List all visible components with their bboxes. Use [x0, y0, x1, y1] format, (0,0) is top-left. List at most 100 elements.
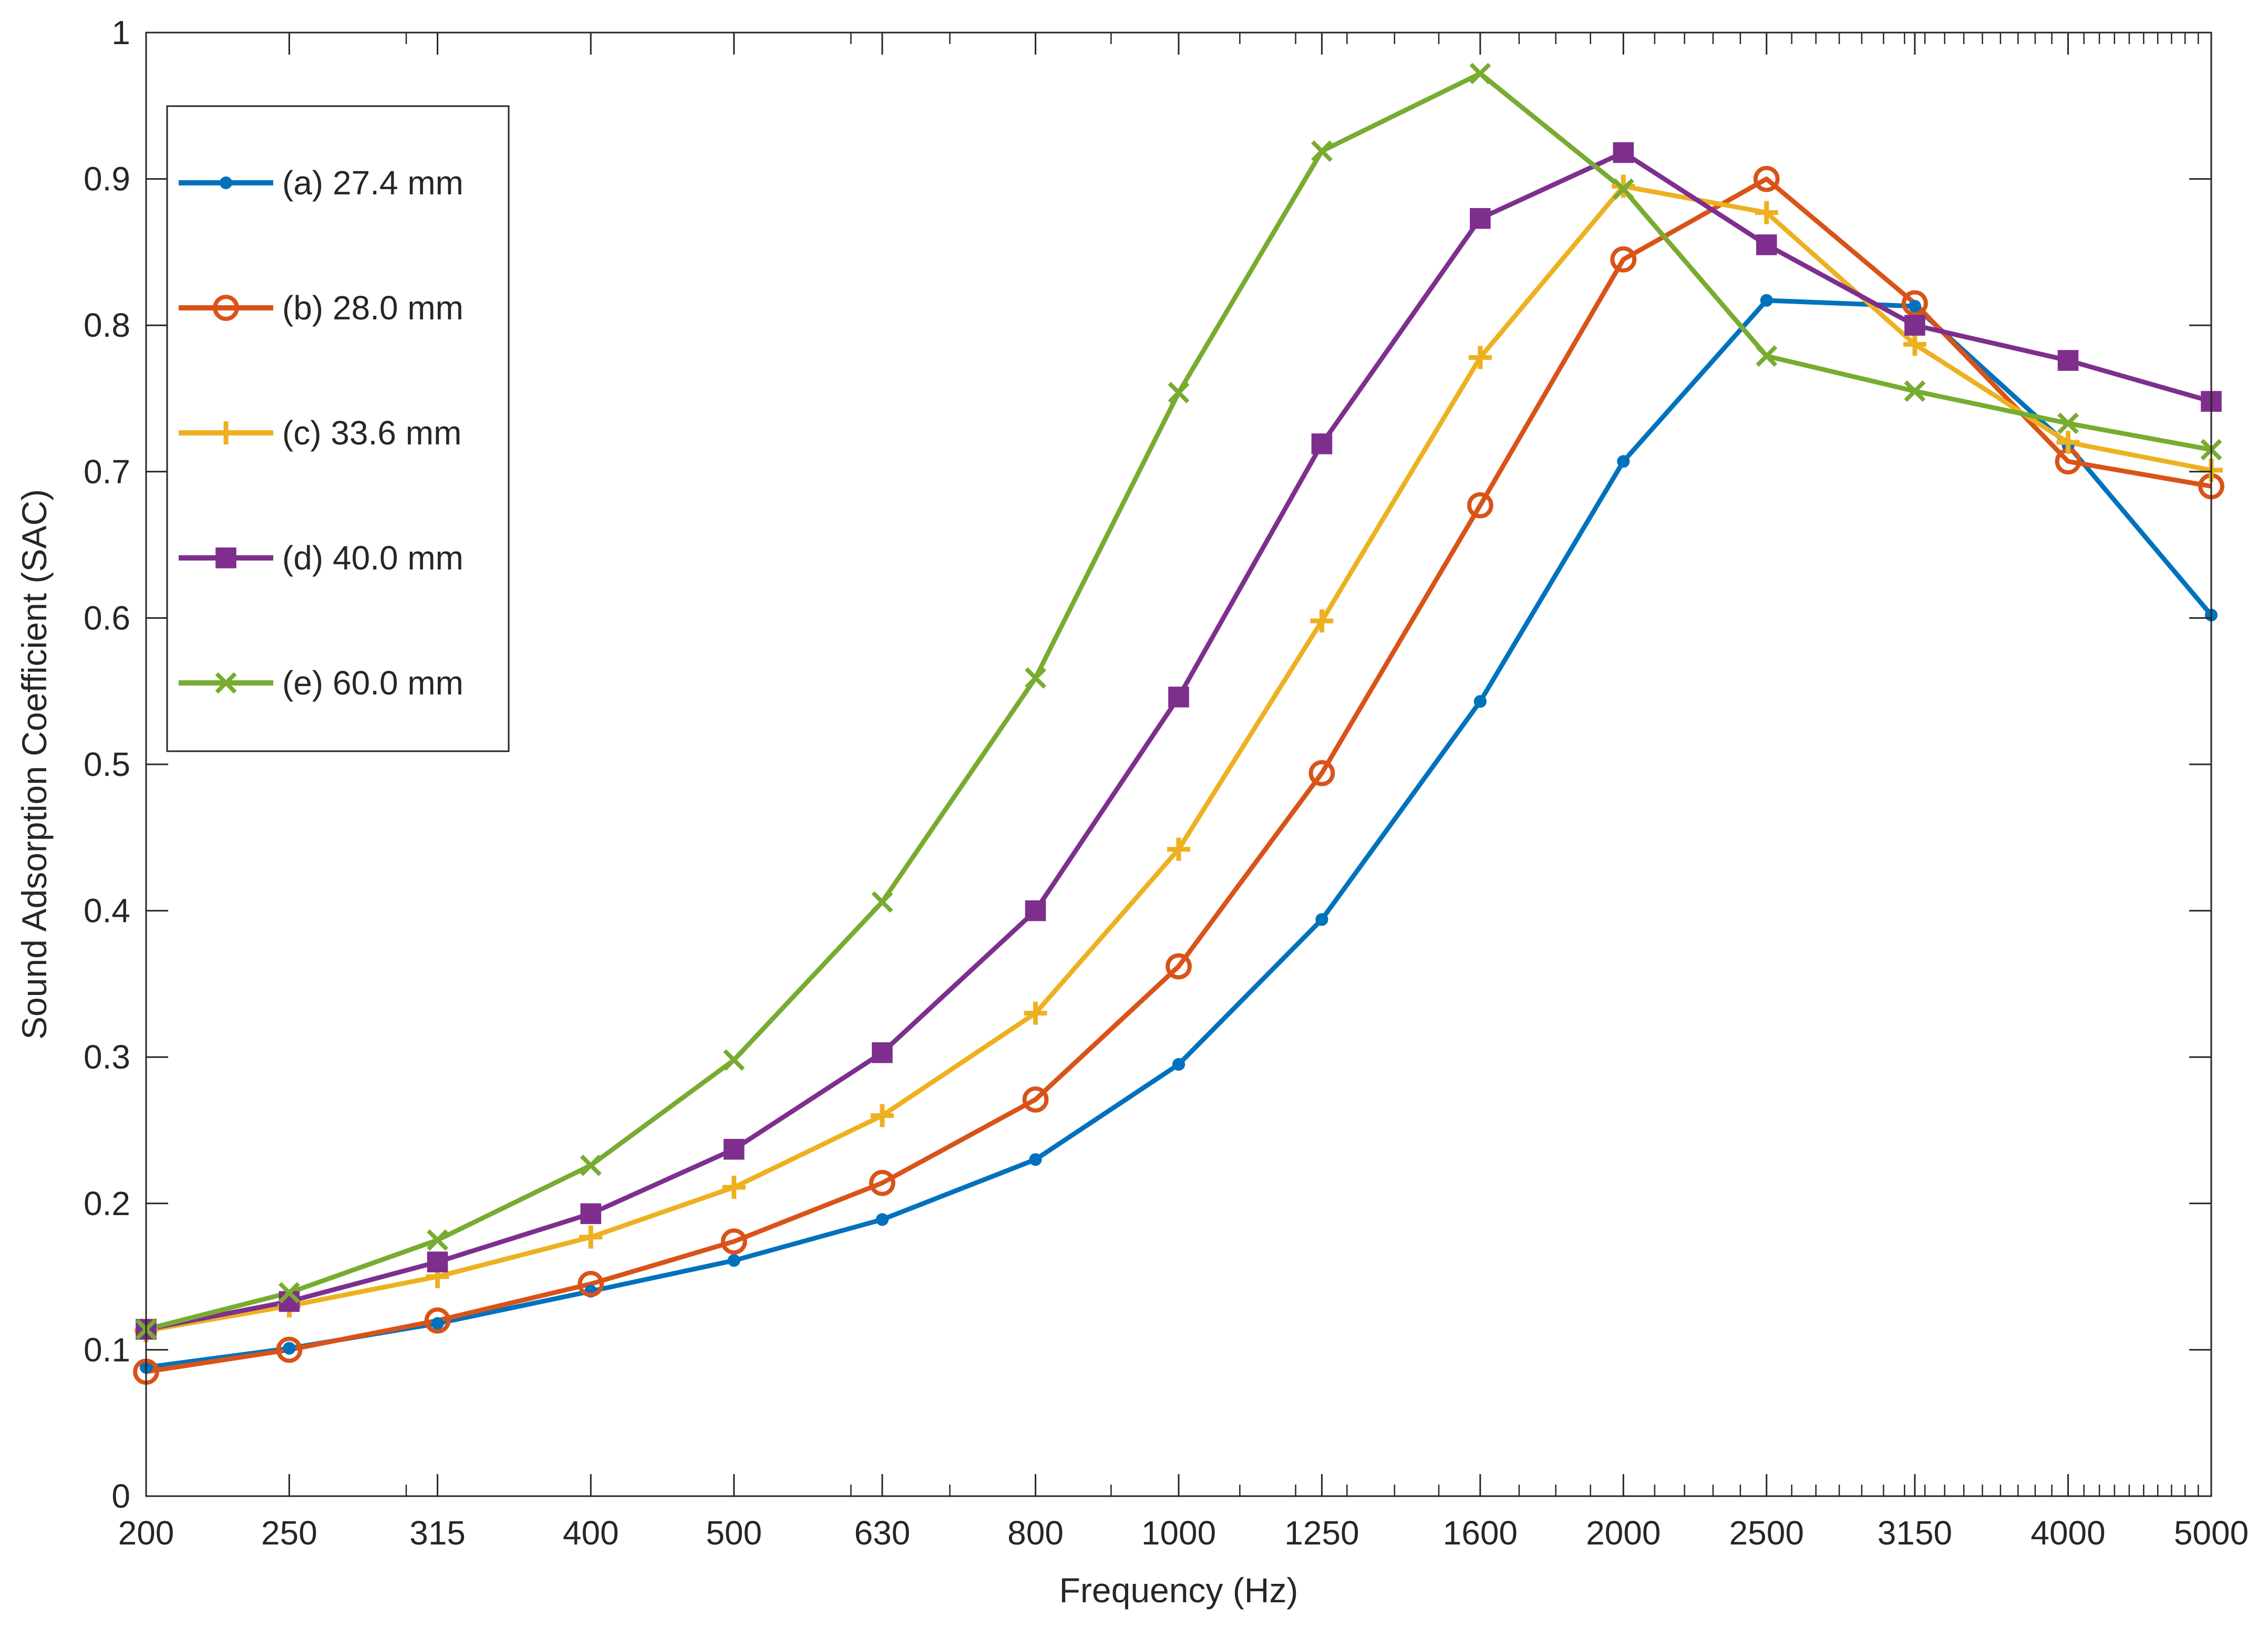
- x-tick-label: 5000: [2174, 1514, 2249, 1552]
- data-point: [1311, 433, 1333, 454]
- data-point: [870, 1104, 894, 1127]
- data-point: [580, 1203, 602, 1225]
- x-tick-label: 250: [261, 1514, 317, 1552]
- x-tick-label: 1000: [1141, 1514, 1216, 1552]
- legend-entry-4: (d) 40.0 mm: [179, 539, 463, 577]
- x-tick-label: 2500: [1729, 1514, 1804, 1552]
- data-point: [276, 1336, 303, 1363]
- x-tick-label: 2000: [1586, 1514, 1661, 1552]
- legend-label: (b) 28.0 mm: [282, 289, 463, 327]
- data-point: [1469, 63, 1491, 85]
- data-point: [1613, 142, 1634, 163]
- legend-label: (e) 60.0 mm: [282, 664, 463, 702]
- y-tick-label: 0.4: [84, 892, 130, 930]
- legend: (a) 27.4 mm (b) 28.0 mm (c) 33.6 mm (d) 40.…: [166, 105, 510, 752]
- y-tick-label: 0.7: [84, 453, 130, 491]
- data-point: [869, 1169, 895, 1196]
- x-tick-label: 4000: [2030, 1514, 2105, 1552]
- data-point: [1025, 667, 1046, 689]
- legend-label: (c) 33.6 mm: [282, 414, 461, 452]
- data-point: [1311, 140, 1333, 162]
- legend-marker: [219, 176, 233, 190]
- y-axis-title: Sound Adsorption Coefficient (SAC): [15, 489, 54, 1040]
- legend-entries: (a) 27.4 mm (b) 28.0 mm (c) 33.6 mm (d) 40.…: [179, 164, 463, 702]
- data-point: [1908, 299, 1921, 313]
- data-point: [1904, 380, 1926, 402]
- data-point: [1612, 178, 1634, 200]
- x-tick-label: 3150: [1878, 1514, 1952, 1552]
- legend-marker: [213, 295, 239, 321]
- legend-entry-3: (c) 33.6 mm: [179, 414, 461, 452]
- y-axis-ticks: [146, 32, 2211, 1497]
- data-point: [1756, 345, 1778, 367]
- data-point: [1753, 165, 1780, 192]
- series-markers-2: [133, 165, 2224, 1385]
- data-point: [1468, 346, 1492, 369]
- data-point: [1617, 455, 1630, 468]
- x-tick-label: 500: [706, 1514, 762, 1552]
- data-point: [427, 1251, 448, 1273]
- y-tick-label: 0: [111, 1477, 130, 1515]
- data-point: [1904, 315, 1925, 336]
- x-tick-label: 1600: [1443, 1514, 1518, 1552]
- y-tick-label: 0.3: [84, 1038, 130, 1076]
- data-point: [1022, 1086, 1049, 1113]
- data-point: [424, 1307, 451, 1334]
- legend-entry-2: (b) 28.0 mm: [179, 289, 463, 327]
- y-tick-label: 0.5: [84, 745, 130, 783]
- data-point: [2056, 431, 2080, 454]
- data-point: [1756, 234, 1777, 255]
- plot-markers: [133, 63, 2224, 1385]
- data-point: [1315, 913, 1328, 926]
- y-tick-label: 0.9: [84, 160, 130, 198]
- data-point: [1025, 900, 1046, 921]
- x-tick-label: 630: [854, 1514, 910, 1552]
- data-point: [723, 1138, 745, 1160]
- y-tick-label: 0.2: [84, 1185, 130, 1222]
- data-point: [427, 1229, 449, 1251]
- x-tick-label: 1250: [1284, 1514, 1359, 1552]
- data-point: [1166, 953, 1192, 980]
- data-point: [872, 1042, 893, 1063]
- y-tick-label: 1: [111, 14, 130, 51]
- legend-entry-5: (e) 60.0 mm: [179, 664, 463, 702]
- data-point: [1901, 290, 1928, 317]
- x-tick-label: 800: [1007, 1514, 1064, 1552]
- x-axis-ticks: [145, 33, 2212, 1496]
- data-point: [727, 1254, 740, 1267]
- y-axis-tick-labels: 0 0.1 0.2 0.3 0.4 0.5 0.6 0.7 0.8 0.9 1: [84, 14, 130, 1515]
- data-point: [580, 1154, 602, 1176]
- data-point: [1760, 294, 1773, 307]
- x-axis-title: Frequency (Hz): [1059, 1571, 1298, 1610]
- data-point: [2057, 350, 2079, 371]
- data-point: [1168, 381, 1190, 403]
- data-point: [720, 1228, 747, 1255]
- data-point: [1308, 760, 1335, 786]
- legend-entry-1: (a) 27.4 mm: [179, 164, 463, 202]
- legend-marker: [214, 421, 238, 444]
- data-point: [2057, 412, 2079, 434]
- data-point: [1168, 687, 1189, 708]
- data-point: [1610, 246, 1637, 273]
- data-point: [1024, 1001, 1047, 1025]
- data-point: [578, 1271, 604, 1297]
- data-point: [1903, 333, 1926, 356]
- y-tick-label: 0.1: [84, 1331, 130, 1368]
- x-tick-label: 315: [409, 1514, 466, 1552]
- data-point: [1029, 1153, 1042, 1166]
- data-point: [1310, 609, 1334, 632]
- data-point: [1172, 1058, 1185, 1071]
- y-tick-label: 0.6: [84, 599, 130, 637]
- legend-marker: [215, 672, 237, 694]
- x-tick-label: 200: [118, 1514, 174, 1552]
- data-point: [722, 1176, 746, 1199]
- x-axis-tick-labels: 200 250 315 400 500 630 800 1000 1250 1600 2000 250…: [118, 1514, 2249, 1552]
- data-point: [279, 1282, 300, 1304]
- x-tick-label: 400: [563, 1514, 619, 1552]
- y-tick-label: 0.8: [84, 306, 130, 344]
- data-point: [1755, 201, 1778, 224]
- data-point: [1470, 208, 1491, 229]
- data-point: [871, 891, 893, 913]
- data-point: [1473, 695, 1487, 708]
